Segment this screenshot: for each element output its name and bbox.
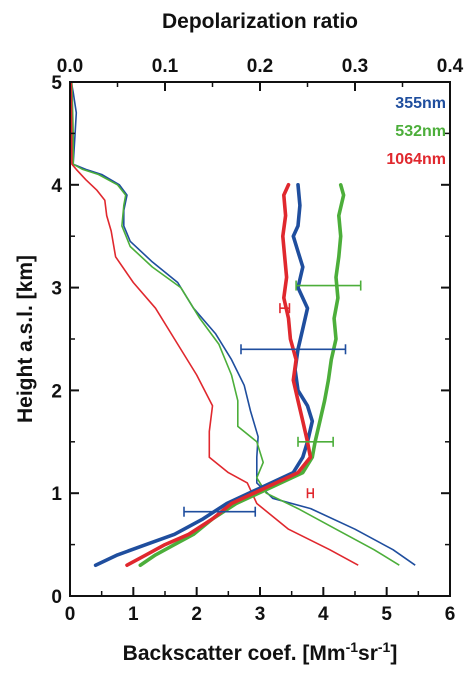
y-tick-label: 5 [51,73,62,94]
error-bar-532nm [295,280,362,291]
bottom-tick-label: 5 [381,604,392,625]
bottom-tick-label: 4 [318,604,329,625]
legend-entry-355nm: 355nm [395,95,446,112]
error-bar-1064nm [306,488,315,499]
plot-frame [69,81,451,597]
error-bar-355nm [183,506,257,517]
top-tick-label: 0.0 [57,56,83,77]
bottom-axis-title-sup1: -1 [346,639,359,655]
legend-entry-532nm: 532nm [395,123,446,140]
y-tick-label: 2 [51,381,62,402]
error-bar-355nm [240,344,347,355]
error-bar-1064nm [279,303,291,314]
axis-layer: 0 1 2 3 4 5 6 0.0 0.1 0.2 0.3 0.4 0 1 2 3 4 5 [51,56,463,625]
bottom-tick-label: 1 [128,604,139,625]
top-tick-label: 0.3 [342,56,368,77]
bottom-tick-label: 3 [255,604,266,625]
bottom-axis-title-mid: sr [358,642,378,665]
bottom-axis-title: Backscatter coef. [Mm-1sr-1] [123,639,398,665]
y-tick-label: 4 [51,176,62,197]
bottom-tick-label: 6 [445,604,456,625]
bottom-tick-label: 2 [191,604,202,625]
top-tick-label: 0.2 [247,56,273,77]
depolarization-line-1064nm [125,183,313,567]
backscatter-line-532nm [71,81,400,566]
y-tick-label: 0 [51,587,62,608]
bottom-axis-title-end: ] [390,642,397,665]
series-layer [70,81,416,567]
backscatter-line-355nm [70,81,416,566]
top-axis-title: Depolarization ratio [162,10,358,33]
y-tick-label: 1 [51,484,62,505]
depolarization-line-532nm [138,183,346,567]
top-tick-label: 0.1 [152,56,179,77]
error-bar-532nm [297,436,334,447]
bottom-axis-title-sup2: -1 [378,639,391,655]
legend-entry-1064nm: 1064nm [386,151,446,168]
y-tick-label: 3 [51,279,62,300]
bottom-tick-label: 0 [65,604,76,625]
legend: 355nm 532nm 1064nm [386,95,446,168]
y-axis-title: Height a.s.l. [km] [14,255,37,423]
top-tick-label: 0.4 [437,56,464,77]
bottom-axis-title-main: Backscatter coef. [Mm [123,642,346,665]
depolarization-line-355nm [93,183,315,567]
backscatter-line-1064nm [70,81,359,566]
